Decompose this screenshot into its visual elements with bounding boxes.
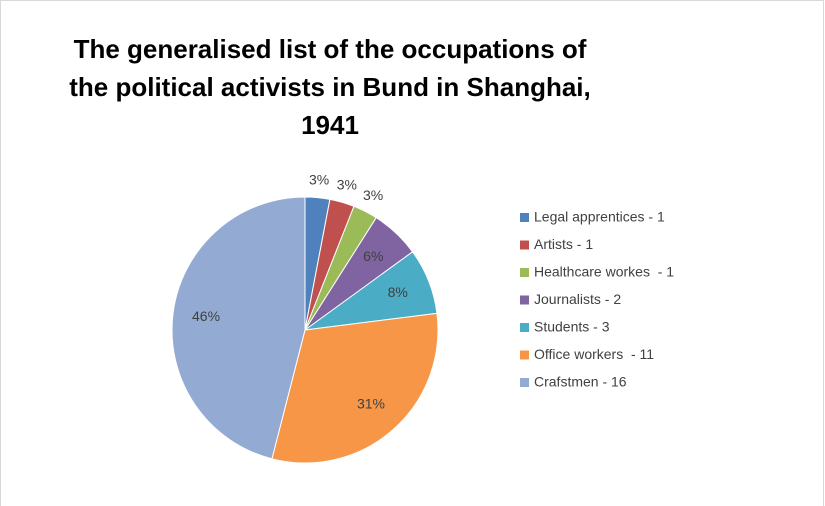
legend-swatch (520, 268, 529, 277)
pie-slice (171, 196, 306, 460)
pie-slice (271, 312, 439, 464)
legend-label: Office workers - 11 (534, 346, 654, 362)
legend-label: Artists - 1 (534, 236, 593, 252)
legend-swatch (520, 240, 529, 250)
data-label: 46% (192, 308, 220, 324)
data-label: 3% (363, 187, 383, 203)
chart-title: The generalised list of the occupations … (69, 34, 591, 140)
data-label: 3% (309, 171, 329, 187)
legend-label: Journalists - 2 (534, 291, 621, 307)
data-label: 6% (363, 248, 383, 264)
data-label: 8% (388, 284, 408, 300)
legend-swatch (520, 213, 529, 222)
data-label: 31% (357, 396, 385, 412)
data-label: 3% (337, 177, 357, 193)
legend-swatch (520, 350, 529, 360)
legend-label: Crafstmen - 16 (534, 374, 627, 390)
legend-label: Healthcare workes - 1 (534, 264, 674, 280)
legend-swatch (520, 295, 529, 305)
legend-label: Students - 3 (534, 319, 610, 335)
legend-swatch (520, 323, 529, 332)
legend-label: Legal apprentices - 1 (534, 209, 665, 225)
legend-swatch (520, 378, 529, 387)
